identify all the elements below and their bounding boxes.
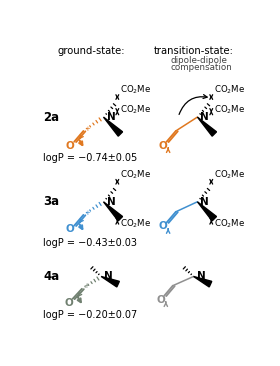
Text: N: N — [104, 272, 113, 281]
Text: CO$_2$Me: CO$_2$Me — [120, 84, 152, 96]
Text: +: + — [84, 210, 90, 216]
Text: 2a: 2a — [43, 111, 60, 124]
Text: logP = −0.20±0.07: logP = −0.20±0.07 — [43, 310, 138, 320]
Text: logP = −0.43±0.03: logP = −0.43±0.03 — [43, 238, 137, 247]
Polygon shape — [104, 202, 123, 221]
Polygon shape — [197, 117, 216, 136]
Text: CO$_2$Me: CO$_2$Me — [120, 169, 152, 181]
Text: 3a: 3a — [43, 195, 60, 208]
Text: transition-state:: transition-state: — [154, 46, 234, 56]
Text: O: O — [156, 295, 165, 305]
Polygon shape — [193, 276, 212, 287]
Text: +: + — [84, 126, 90, 132]
Text: O: O — [158, 141, 167, 150]
Text: N: N — [197, 272, 205, 281]
Text: compensation: compensation — [171, 63, 232, 72]
Text: CO$_2$Me: CO$_2$Me — [120, 217, 152, 229]
Text: +: + — [83, 284, 89, 290]
Text: CO$_2$Me: CO$_2$Me — [214, 217, 246, 229]
Polygon shape — [197, 202, 216, 221]
Text: O: O — [64, 298, 73, 308]
Text: logP = −0.74±0.05: logP = −0.74±0.05 — [43, 153, 138, 163]
Text: O: O — [66, 141, 75, 150]
Text: 4a: 4a — [43, 270, 60, 283]
Text: CO$_2$Me: CO$_2$Me — [214, 84, 246, 96]
Text: N: N — [200, 112, 209, 122]
Text: O: O — [66, 224, 75, 235]
Text: N: N — [106, 197, 115, 207]
Text: CO$_2$Me: CO$_2$Me — [214, 169, 246, 181]
Polygon shape — [104, 117, 123, 136]
Text: dipole-dipole: dipole-dipole — [171, 56, 227, 64]
Text: N: N — [106, 112, 115, 122]
Text: N: N — [200, 197, 209, 207]
Text: ground-state:: ground-state: — [57, 46, 125, 56]
FancyArrowPatch shape — [179, 95, 207, 115]
Text: CO$_2$Me: CO$_2$Me — [120, 104, 152, 116]
Text: O: O — [158, 221, 167, 231]
Polygon shape — [101, 276, 119, 287]
Text: CO$_2$Me: CO$_2$Me — [214, 104, 246, 116]
